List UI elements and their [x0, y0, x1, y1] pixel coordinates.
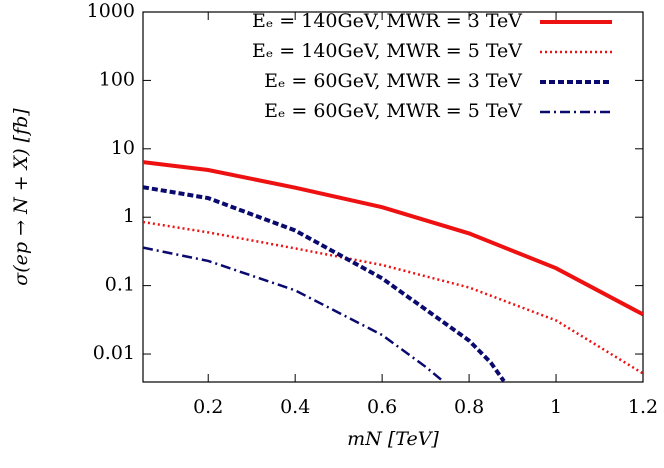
legend-label: Eₑ = 60GeV, MWR = 5 TeV	[264, 100, 522, 122]
legend-label: Eₑ = 140GeV, MWR = 3 TeV	[252, 10, 522, 32]
x-tick-label: 0.2	[193, 396, 223, 418]
series-line	[143, 160, 643, 317]
y-tick-label: 1000	[87, 0, 135, 22]
series-line	[143, 220, 643, 375]
y-tick-label: 10	[111, 137, 135, 159]
x-tick-label: 0.8	[454, 396, 484, 418]
y-tick-label: 0.1	[105, 274, 135, 296]
series-line	[143, 246, 444, 382]
plot-area	[143, 160, 643, 382]
legend-label: Eₑ = 60GeV, MWR = 3 TeV	[264, 70, 522, 92]
x-tick-label: 0.6	[367, 396, 397, 418]
x-axis-label: mN [TeV]	[347, 428, 439, 450]
x-tick-label: 1	[550, 396, 562, 418]
y-tick-label: 100	[99, 68, 135, 90]
legend-label: Eₑ = 140GeV, MWR = 5 TeV	[252, 40, 522, 62]
y-tick-label: 0.01	[93, 342, 135, 364]
x-tick-label: 0.4	[280, 396, 310, 418]
plot-frame	[142, 11, 644, 383]
series-line	[143, 185, 506, 382]
y-tick-label: 1	[123, 205, 135, 227]
x-tick-label: 1.2	[628, 396, 658, 418]
y-axis-label: σ(ep → N + X) [fb]	[10, 108, 32, 286]
